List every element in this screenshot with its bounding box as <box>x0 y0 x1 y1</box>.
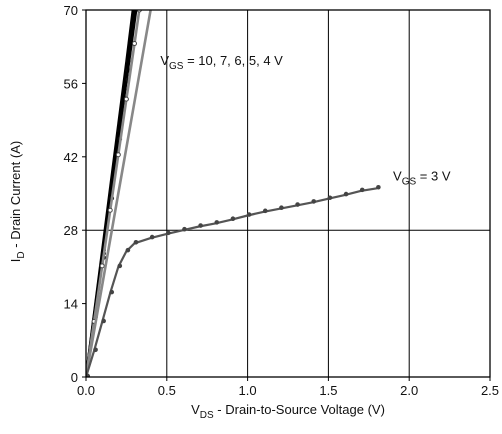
annotation-vgs-3v-sub: GS <box>402 176 417 187</box>
y-axis-label-sub: D <box>16 251 27 258</box>
data-point-vgs-3 <box>93 347 98 353</box>
data-point-vgs-3 <box>311 199 317 204</box>
data-point-vgs-3 <box>133 240 139 245</box>
data-point-vgs-5 <box>107 207 113 213</box>
data-point-vgs-5 <box>123 96 129 102</box>
x-axis-label-prefix: V <box>191 402 200 417</box>
annotation-vgs-multi-suffix: = 10, 7, 6, 5, 4 V <box>183 53 283 68</box>
series-layer <box>86 10 381 377</box>
x-axis-ticks: 0.0 0.5 1.0 1.5 2.0 2.5 <box>77 377 499 398</box>
data-point-vgs-3 <box>327 195 333 201</box>
annotation-vgs-multi-sub: GS <box>169 61 184 72</box>
data-point-vgs-3 <box>101 318 106 324</box>
data-point-vgs-3 <box>86 373 90 377</box>
x-tick-label: 1.5 <box>319 383 337 398</box>
data-point-vgs-3 <box>262 208 268 214</box>
data-point-vgs-3 <box>117 263 123 269</box>
y-axis-ticks: 0 14 28 42 56 70 <box>64 3 86 385</box>
data-point-vgs-3 <box>198 223 203 228</box>
data-point-vgs-3 <box>295 202 300 207</box>
y-tick-label: 14 <box>64 297 78 312</box>
y-tick-label: 56 <box>64 76 78 91</box>
data-point-vgs-3 <box>359 187 365 193</box>
data-point-vgs-3 <box>109 289 115 295</box>
annotation-vgs-3v-prefix: V <box>393 168 402 183</box>
data-point-vgs-3 <box>279 205 284 211</box>
grid <box>86 10 490 377</box>
x-tick-label: 1.0 <box>239 383 257 398</box>
data-point-vgs-3 <box>125 247 131 253</box>
y-tick-label: 42 <box>64 150 78 165</box>
data-point-vgs-5 <box>131 41 137 47</box>
x-tick-label: 0.0 <box>77 383 95 398</box>
data-point-vgs-3 <box>182 226 187 232</box>
y-tick-label: 0 <box>71 370 78 385</box>
data-point-vgs-3 <box>214 220 220 225</box>
x-tick-label: 2.0 <box>400 383 418 398</box>
plot-frame <box>85 9 491 378</box>
series-line-vgs-5 <box>86 10 141 377</box>
x-axis-label-sub: DS <box>200 410 214 421</box>
series-clip-group <box>86 10 381 377</box>
x-tick-label: 0.5 <box>158 383 176 398</box>
series-line-vgs-3 <box>86 187 378 377</box>
data-point-vgs-3 <box>149 234 155 240</box>
y-axis-label-suffix: - Drain Current (A) <box>8 141 23 252</box>
y-axis-label-prefix: I <box>8 259 23 263</box>
y-axis-label: ID - Drain Current (A) <box>8 141 27 262</box>
data-point-vgs-3 <box>230 216 236 222</box>
x-axis-label-suffix: - Drain-to-Source Voltage (V) <box>214 402 385 417</box>
annotation-vgs-multi-prefix: V <box>160 53 169 68</box>
y-tick-label: 28 <box>64 223 78 238</box>
data-point-vgs-3 <box>166 230 171 236</box>
data-point-vgs-3 <box>246 212 252 217</box>
annotation-vgs-multi: VGS = 10, 7, 6, 5, 4 V <box>160 53 283 72</box>
series-line-vgs-4 <box>86 10 152 377</box>
data-point-vgs-3 <box>343 191 349 197</box>
x-tick-label: 2.5 <box>481 383 499 398</box>
data-point-vgs-5 <box>99 263 105 269</box>
data-point-vgs-5 <box>115 152 121 158</box>
x-axis-label: VDS - Drain-to-Source Voltage (V) <box>191 402 385 421</box>
annotation-vgs-3v-suffix: = 3 V <box>416 168 451 183</box>
y-tick-label: 70 <box>64 3 78 18</box>
data-point-vgs-3 <box>376 184 381 190</box>
annotation-vgs-3v: VGS = 3 V <box>393 168 451 187</box>
